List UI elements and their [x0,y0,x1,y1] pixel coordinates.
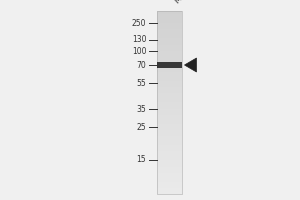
Bar [157,78,182,81]
Bar [157,72,182,75]
Bar [157,127,182,130]
Bar [157,145,182,148]
Bar [157,112,182,115]
Bar [157,63,182,66]
Bar [157,84,182,87]
Bar [157,179,182,182]
Bar [157,99,182,102]
Bar [157,139,182,142]
Bar [157,188,182,191]
Bar [157,130,182,133]
Bar [157,90,182,93]
Bar [157,185,182,188]
Bar [157,60,182,63]
Bar [157,17,182,20]
Bar [157,14,182,17]
Bar [157,160,182,164]
Bar [157,151,182,154]
Bar [157,54,182,57]
Bar [157,75,182,78]
Bar [157,45,182,48]
Bar [157,11,182,194]
Bar [157,191,182,194]
Text: MCF-7: MCF-7 [172,0,197,5]
Bar [157,176,182,179]
Text: 55: 55 [136,78,146,88]
Bar [157,20,182,23]
Bar [157,62,182,68]
Bar [157,23,182,26]
Bar [157,93,182,96]
Bar [157,154,182,157]
Bar [157,42,182,45]
Bar [157,164,182,167]
Bar [157,109,182,112]
Bar [157,81,182,84]
Text: 100: 100 [132,46,146,55]
Bar [157,142,182,145]
Bar [157,57,182,60]
Text: 70: 70 [136,60,146,70]
Bar [157,148,182,151]
Bar [157,26,182,29]
Bar [157,157,182,160]
Bar [157,167,182,170]
Bar [157,133,182,136]
Polygon shape [184,58,196,72]
Bar [157,170,182,173]
Text: 35: 35 [136,105,146,114]
Bar [157,87,182,90]
Bar [157,11,182,14]
Bar [157,29,182,32]
Bar [157,136,182,139]
Bar [157,66,182,69]
Bar [157,115,182,118]
Bar [157,38,182,42]
Bar [157,182,182,185]
Bar [157,69,182,72]
Text: 130: 130 [132,36,146,45]
Bar [157,96,182,99]
Bar [157,48,182,51]
Text: 25: 25 [136,122,146,132]
Bar [157,173,182,176]
Bar [157,32,182,35]
Bar [157,124,182,127]
Bar [157,121,182,124]
Bar [157,51,182,54]
Bar [157,106,182,109]
Bar [157,118,182,121]
Bar [157,35,182,38]
Bar [157,102,182,106]
Text: 15: 15 [136,156,146,164]
Text: 250: 250 [132,19,146,27]
